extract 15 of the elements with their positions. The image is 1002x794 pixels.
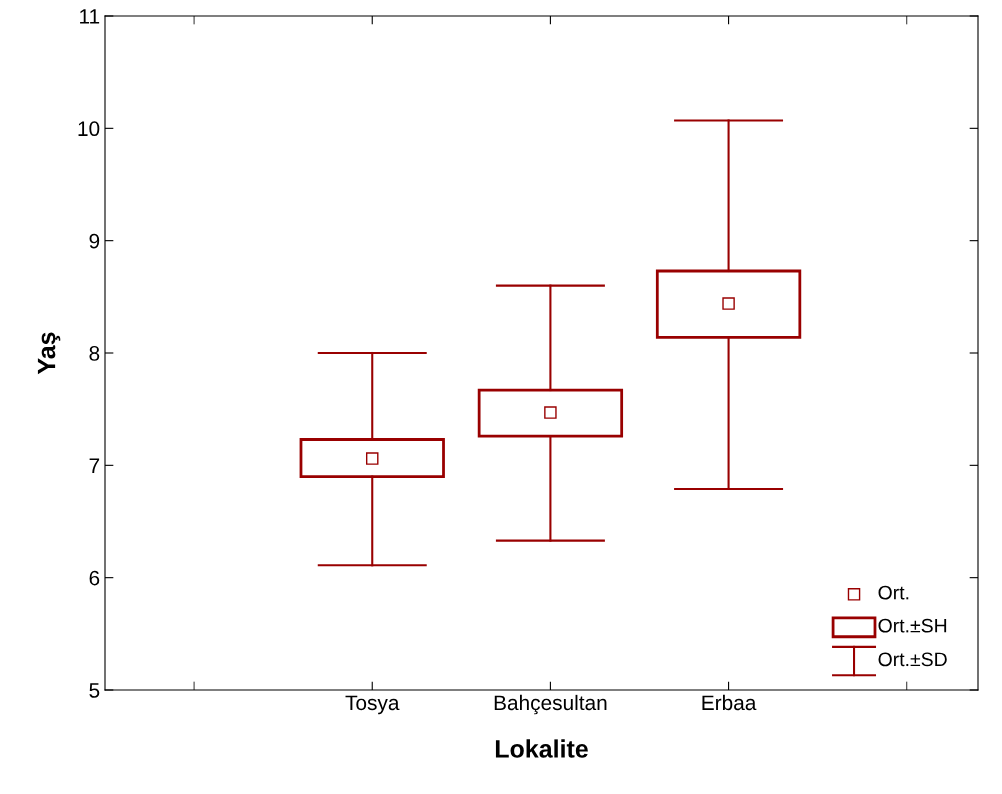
y-tick-label: 5	[89, 683, 100, 698]
x-tick-label: Tosya	[345, 695, 400, 715]
text: Ort.	[878, 585, 909, 600]
x-axis-title: Lokalite	[495, 739, 588, 758]
y-tick-label: 8	[89, 346, 100, 361]
y-tick-label: 7	[89, 458, 100, 473]
y-tick-label: 6	[89, 570, 100, 586]
y-tick-label: 10	[78, 121, 100, 137]
y-tick-label: 9	[89, 233, 100, 249]
text: Ort.±SH	[878, 618, 947, 633]
y-axis-title: Yaş	[37, 332, 61, 375]
x-tick-label: Erbaa	[702, 694, 757, 711]
y-tick-label: 11	[80, 9, 100, 24]
text: Ort.±SD	[878, 652, 947, 667]
x-tick-label: Bahçesultan	[494, 694, 607, 715]
